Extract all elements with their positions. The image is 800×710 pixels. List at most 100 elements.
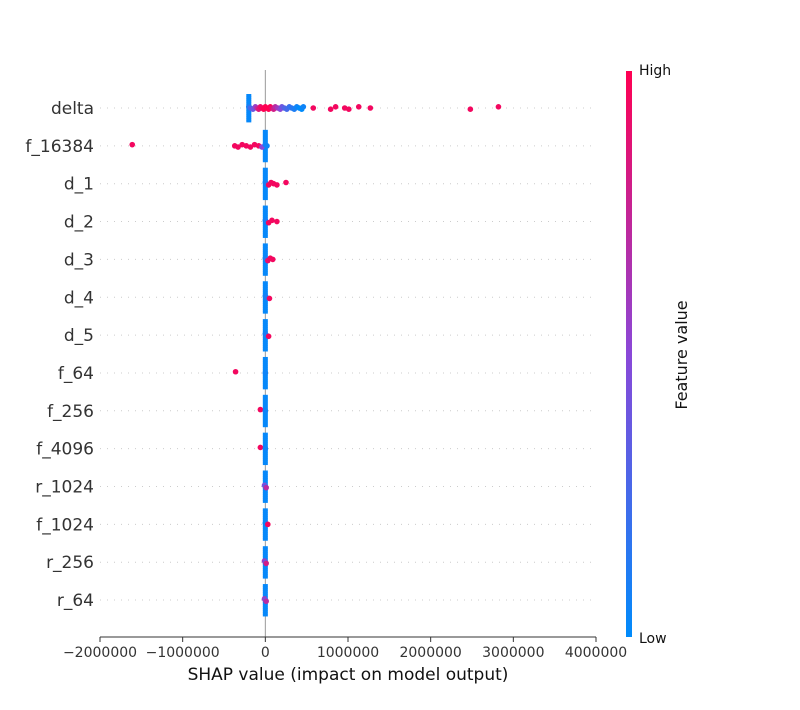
swarm-mark	[246, 96, 252, 99]
swarm-mark	[246, 118, 252, 121]
shap-point	[264, 143, 270, 149]
swarm-mark	[262, 516, 268, 519]
swarm-mark	[262, 512, 268, 515]
shap-point	[346, 106, 352, 112]
swarm-mark	[262, 231, 268, 234]
swarm-mark	[262, 530, 268, 533]
swarm-mark	[262, 606, 268, 609]
swarm-mark	[262, 149, 268, 153]
swarm-mark	[262, 514, 268, 517]
swarm-mark	[262, 416, 268, 420]
x-tick-label: 0	[261, 645, 270, 661]
swarm-mark	[246, 102, 252, 105]
swarm-mark	[262, 329, 268, 332]
swarm-mark	[262, 400, 268, 404]
shap-point	[300, 104, 307, 110]
swarm-mark	[262, 450, 268, 454]
swarm-mark	[262, 307, 268, 310]
swarm-mark	[262, 356, 268, 360]
shap-point	[266, 295, 273, 302]
shap-point	[247, 144, 254, 150]
shap-point	[257, 444, 264, 451]
shap-point	[262, 445, 269, 452]
swarm-mark	[262, 129, 268, 133]
swarm-mark	[262, 235, 268, 238]
swarm-mark	[262, 608, 268, 611]
shap-point	[274, 218, 280, 225]
swarm-mark	[262, 462, 268, 466]
swarm-mark	[262, 384, 268, 388]
swarm-mark	[262, 610, 268, 613]
feature-label: d_1	[64, 175, 94, 195]
swarm-mark	[262, 436, 268, 440]
swarm-mark	[262, 476, 268, 479]
swarm-mark	[262, 374, 268, 378]
shap-point	[129, 141, 136, 148]
colorbar	[626, 71, 632, 637]
swarm-mark	[262, 151, 268, 155]
swarm-mark	[262, 470, 268, 473]
swarm-mark	[262, 321, 268, 324]
swarm-mark	[262, 414, 268, 418]
feature-label: d_2	[64, 213, 94, 233]
swarm-mark	[262, 532, 268, 535]
swarm-mark	[262, 534, 268, 537]
swarm-mark	[262, 213, 268, 216]
swarm-mark	[262, 159, 268, 163]
swarm-mark	[262, 378, 268, 382]
swarm-mark	[246, 110, 252, 113]
feature-label: r_256	[46, 553, 94, 573]
swarm-mark	[262, 147, 268, 151]
colorbar-low-label: Low	[639, 631, 667, 647]
shap-point	[283, 179, 289, 186]
x-tick-label: 3000000	[482, 645, 544, 661]
swarm-mark	[262, 554, 268, 557]
swarm-mark	[262, 576, 268, 579]
swarm-mark	[262, 347, 268, 350]
swarm-mark	[262, 376, 268, 380]
swarm-mark	[262, 460, 268, 464]
x-axis-title: SHAP value (impact on model output)	[188, 665, 509, 685]
swarm-mark	[262, 139, 268, 143]
x-tick-label: 1000000	[317, 645, 379, 661]
swarm-mark	[262, 345, 268, 348]
swarm-mark	[246, 116, 252, 119]
swarm-mark	[262, 245, 268, 248]
shap-point	[355, 104, 362, 110]
x-tick-label: −2000000	[63, 645, 137, 661]
x-tick-label: 2000000	[399, 645, 461, 661]
swarm-mark	[262, 341, 268, 344]
swarm-mark	[262, 546, 268, 549]
swarm-mark	[262, 490, 268, 493]
swarm-mark	[262, 283, 268, 286]
swarm-mark	[262, 526, 268, 529]
swarm-mark	[262, 131, 268, 135]
swarm-mark	[262, 299, 268, 302]
swarm-mark	[262, 434, 268, 438]
swarm-mark	[262, 588, 268, 591]
shap-point	[327, 106, 334, 112]
swarm-mark	[262, 267, 268, 270]
swarm-mark	[262, 442, 268, 446]
swarm-mark	[262, 604, 268, 607]
swarm-mark	[262, 157, 268, 161]
feature-label: f_16384	[25, 137, 94, 157]
feature-label: d_3	[64, 250, 94, 270]
swarm-mark	[262, 269, 268, 272]
swarm-mark	[262, 177, 268, 181]
swarm-mark	[262, 404, 268, 408]
swarm-mark	[262, 311, 268, 314]
swarm-mark	[262, 550, 268, 553]
swarm-mark	[262, 366, 268, 370]
swarm-mark	[262, 572, 268, 575]
swarm-mark	[262, 590, 268, 593]
swarm-mark	[262, 398, 268, 402]
swarm-mark	[262, 454, 268, 458]
swarm-mark	[262, 273, 268, 276]
swarm-mark	[262, 247, 268, 250]
colorbar-high-label: High	[639, 63, 671, 79]
swarm-mark	[262, 325, 268, 328]
swarm-mark	[262, 418, 268, 422]
swarm-mark	[262, 305, 268, 308]
